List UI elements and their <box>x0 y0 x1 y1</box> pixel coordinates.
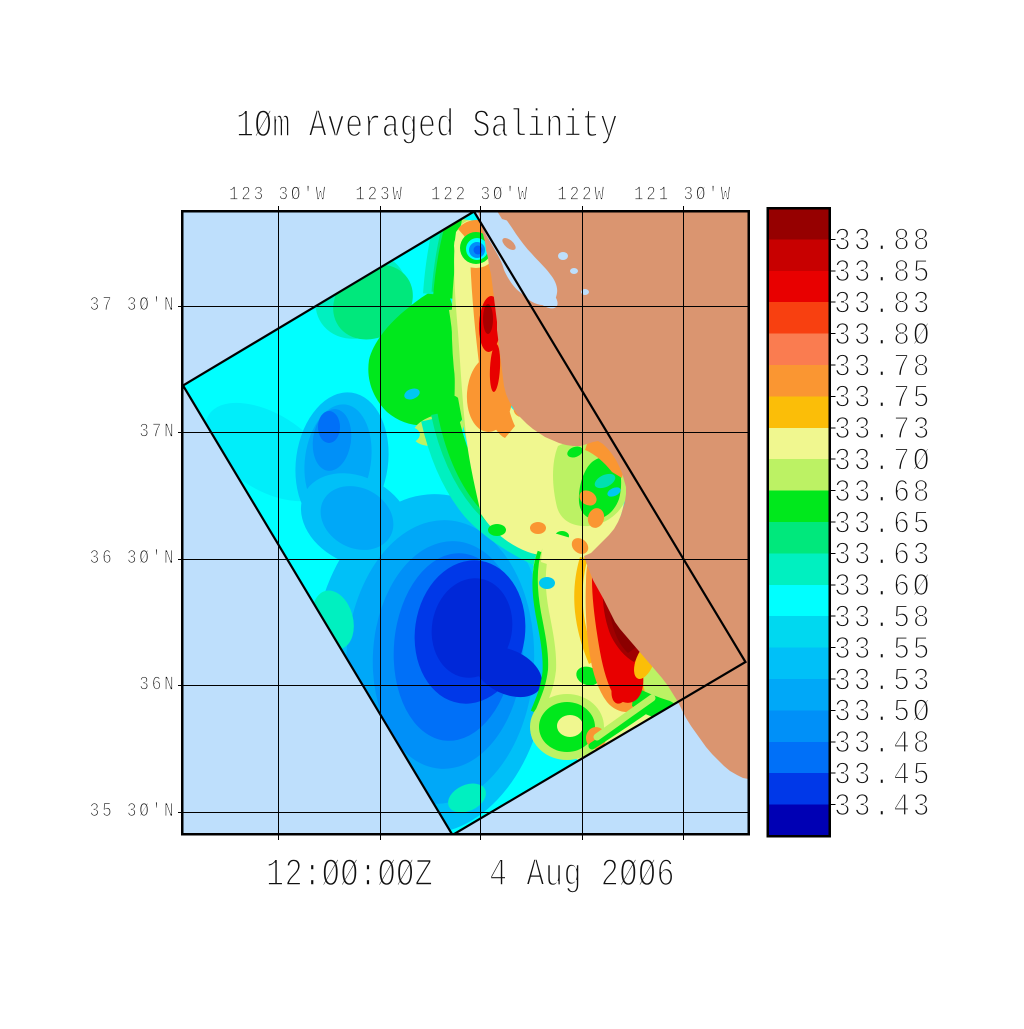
svg-text:36N: 36N <box>139 674 176 696</box>
svg-text:33.5Ø: 33.5Ø <box>834 695 933 731</box>
svg-text:12:ØØ:ØØZ 4 Aug 2ØØ6: 12:ØØ:ØØZ 4 Aug 2ØØ6 <box>266 854 675 898</box>
svg-text:33.45: 33.45 <box>834 758 933 794</box>
svg-text:33.53: 33.53 <box>834 664 933 700</box>
svg-text:33.58: 33.58 <box>834 601 933 637</box>
svg-text:33.65: 33.65 <box>834 507 933 543</box>
svg-text:33.83: 33.83 <box>834 287 933 323</box>
svg-text:33.68: 33.68 <box>834 475 933 511</box>
svg-text:123 3Ø'W: 123 3Ø'W <box>229 184 328 206</box>
svg-text:37 3Ø'N: 37 3Ø'N <box>90 295 177 317</box>
svg-text:33.75: 33.75 <box>834 381 933 417</box>
svg-text:123W: 123W <box>355 184 405 206</box>
svg-text:33.8Ø: 33.8Ø <box>834 318 933 354</box>
svg-text:122 3Ø'W: 122 3Ø'W <box>431 184 530 206</box>
svg-text:33.48: 33.48 <box>834 727 933 763</box>
svg-text:33.55: 33.55 <box>834 632 933 668</box>
svg-text:37N: 37N <box>139 421 176 443</box>
svg-text:36 3Ø'N: 36 3Ø'N <box>90 548 177 570</box>
svg-text:33.7Ø: 33.7Ø <box>834 444 933 480</box>
svg-text:33.6Ø: 33.6Ø <box>834 570 933 606</box>
svg-text:33.73: 33.73 <box>834 413 933 449</box>
svg-text:33.78: 33.78 <box>834 350 933 386</box>
svg-text:33.63: 33.63 <box>834 538 933 574</box>
svg-text:121 3Ø'W: 121 3Ø'W <box>634 184 733 206</box>
svg-text:33.43: 33.43 <box>834 789 933 825</box>
svg-text:33.85: 33.85 <box>834 256 933 292</box>
svg-text:35 3Ø'N: 35 3Ø'N <box>90 801 177 823</box>
svg-text:122W: 122W <box>557 184 607 206</box>
svg-text:1Øm Averaged Salinity: 1Øm Averaged Salinity <box>236 105 618 149</box>
svg-text:33.88: 33.88 <box>834 224 933 260</box>
